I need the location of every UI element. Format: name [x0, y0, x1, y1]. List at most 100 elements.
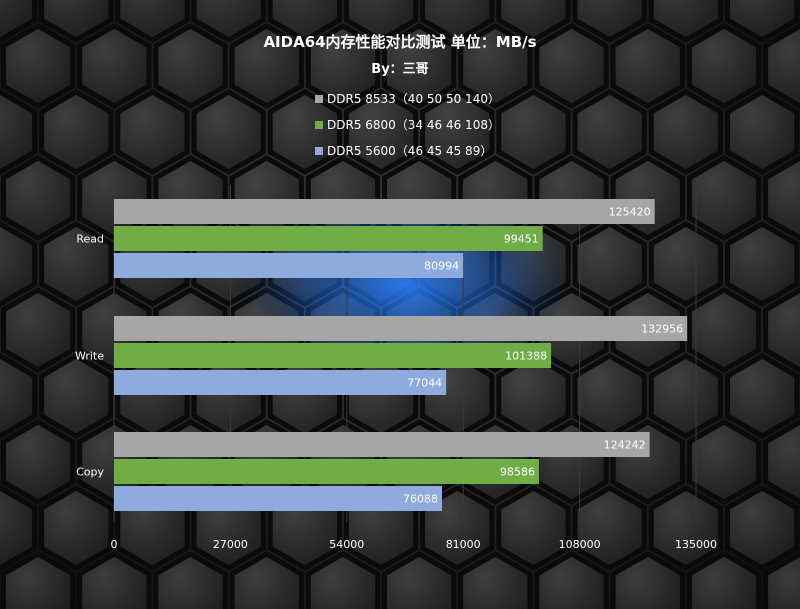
bar-copy-0 [114, 432, 650, 457]
hex-cell-34 [534, 23, 609, 109]
data-label-read-0: 125420 [609, 206, 651, 219]
hex-cell-128 [725, 485, 800, 571]
bar-copy-1 [114, 459, 540, 484]
hex-cell-23 [648, 0, 723, 43]
x-tick-label-4: 108000 [559, 538, 601, 551]
hex-cell-132 [77, 551, 152, 609]
data-label-copy-2: 76088 [403, 493, 438, 506]
hex-cell-37 [763, 23, 800, 109]
hex-cell-33 [458, 23, 533, 109]
hex-cell-30 [229, 23, 304, 109]
hex-cell-140 [686, 551, 762, 609]
hex-cell-101 [648, 353, 723, 439]
data-label-copy-0: 124242 [604, 439, 646, 452]
data-label-write-2: 77044 [407, 377, 442, 390]
data-label-read-1: 99451 [504, 233, 539, 246]
hex-cell-28 [77, 23, 152, 109]
data-label-write-1: 101388 [505, 350, 547, 363]
hex-cell-133 [153, 551, 228, 609]
hex-cell-22 [572, 0, 647, 43]
chart-subtitle: By：三哥 [371, 61, 428, 77]
hex-cell-139 [610, 551, 685, 609]
hex-cell-17 [191, 0, 266, 43]
bar-read-0 [114, 199, 655, 224]
hex-cell-115 [763, 419, 800, 505]
chart-title: AIDA64内存性能对比测试 单位：MB/s [263, 33, 536, 51]
hex-cell-21 [496, 0, 571, 43]
hex-cell-24 [725, 0, 800, 43]
bar-read-2 [114, 253, 464, 278]
hex-cell-36 [686, 23, 762, 109]
hex-cell-62 [686, 155, 762, 241]
category-label-read: Read [76, 233, 104, 246]
x-axis-ticks: 0 27000 54000 81000 108000 135000 [111, 538, 718, 551]
category-labels: Read Write Copy [75, 233, 105, 479]
hex-cell-118 [0, 485, 38, 571]
x-tick-label-0: 0 [111, 538, 118, 551]
hex-cell-126 [572, 485, 647, 571]
hex-cell-45 [343, 89, 419, 175]
hex-cell-27 [1, 23, 76, 109]
legend-label-0: DDR5 8533（40 50 50 140） [327, 92, 500, 106]
x-tick-label-3: 81000 [446, 538, 481, 551]
hex-cell-105 [1, 419, 76, 505]
value-labels: 125420 99451 80994 132956 101388 77044 124242 9… [403, 206, 683, 506]
hex-cell-138 [534, 551, 609, 609]
data-label-copy-1: 98586 [500, 466, 535, 479]
x-tick-label-5: 135000 [675, 538, 717, 551]
hex-cell-137 [458, 551, 533, 609]
hex-cell-141 [763, 551, 800, 609]
hex-cell-43 [191, 89, 266, 175]
hex-cell-29 [153, 23, 228, 109]
hex-cell-88 [686, 287, 762, 373]
hex-cell-53 [1, 155, 76, 241]
hex-cell-63 [763, 155, 800, 241]
hex-cell-19 [343, 0, 419, 43]
legend-label-2: DDR5 5600（46 45 45 89） [327, 144, 492, 158]
legend-swatch-2 [315, 147, 323, 155]
bar-write-0 [114, 316, 688, 341]
hex-cell-18 [267, 0, 342, 43]
hex-cell-47 [496, 89, 571, 175]
hex-cell-60 [534, 155, 609, 241]
hex-cell-67 [39, 221, 114, 307]
hex-cell-31 [305, 23, 381, 109]
hex-cell-75 [648, 221, 723, 307]
category-label-write: Write [75, 350, 104, 363]
legend: DDR5 8533（40 50 50 140） DDR5 6800（34 46 4… [315, 92, 500, 158]
hex-cell-16 [115, 0, 190, 43]
bar-read-1 [114, 226, 543, 251]
hex-cell-131 [1, 551, 76, 609]
hex-cell-20 [420, 0, 495, 43]
hex-cell-74 [572, 221, 647, 307]
bar-write-2 [114, 370, 447, 395]
hex-cell-42 [115, 89, 190, 175]
hex-cell-35 [610, 23, 685, 109]
hex-cell-79 [1, 287, 76, 373]
hex-cell-50 [725, 89, 800, 175]
hex-cell-48 [572, 89, 647, 175]
hex-cell-100 [572, 353, 647, 439]
hex-cell-125 [496, 485, 571, 571]
hex-cell-102 [725, 353, 800, 439]
bar-copy-2 [114, 486, 443, 511]
legend-swatch-1 [315, 121, 323, 129]
hex-cell-127 [648, 485, 723, 571]
hex-cell-14 [0, 0, 38, 43]
hex-cell-61 [610, 155, 685, 241]
hex-cell-114 [686, 419, 762, 505]
hex-cell-41 [39, 89, 114, 175]
x-tick-label-2: 54000 [329, 538, 364, 551]
hex-cell-40 [0, 89, 38, 175]
legend-swatch-0 [315, 95, 323, 103]
hex-cell-76 [725, 221, 800, 307]
hex-cell-46 [420, 89, 495, 175]
x-tick-label-1: 27000 [213, 538, 248, 551]
data-label-read-2: 80994 [424, 260, 459, 273]
hex-cell-134 [229, 551, 304, 609]
hex-cell-66 [0, 221, 38, 307]
legend-label-1: DDR5 6800（34 46 46 108） [327, 118, 500, 132]
hex-cell-119 [39, 485, 114, 571]
